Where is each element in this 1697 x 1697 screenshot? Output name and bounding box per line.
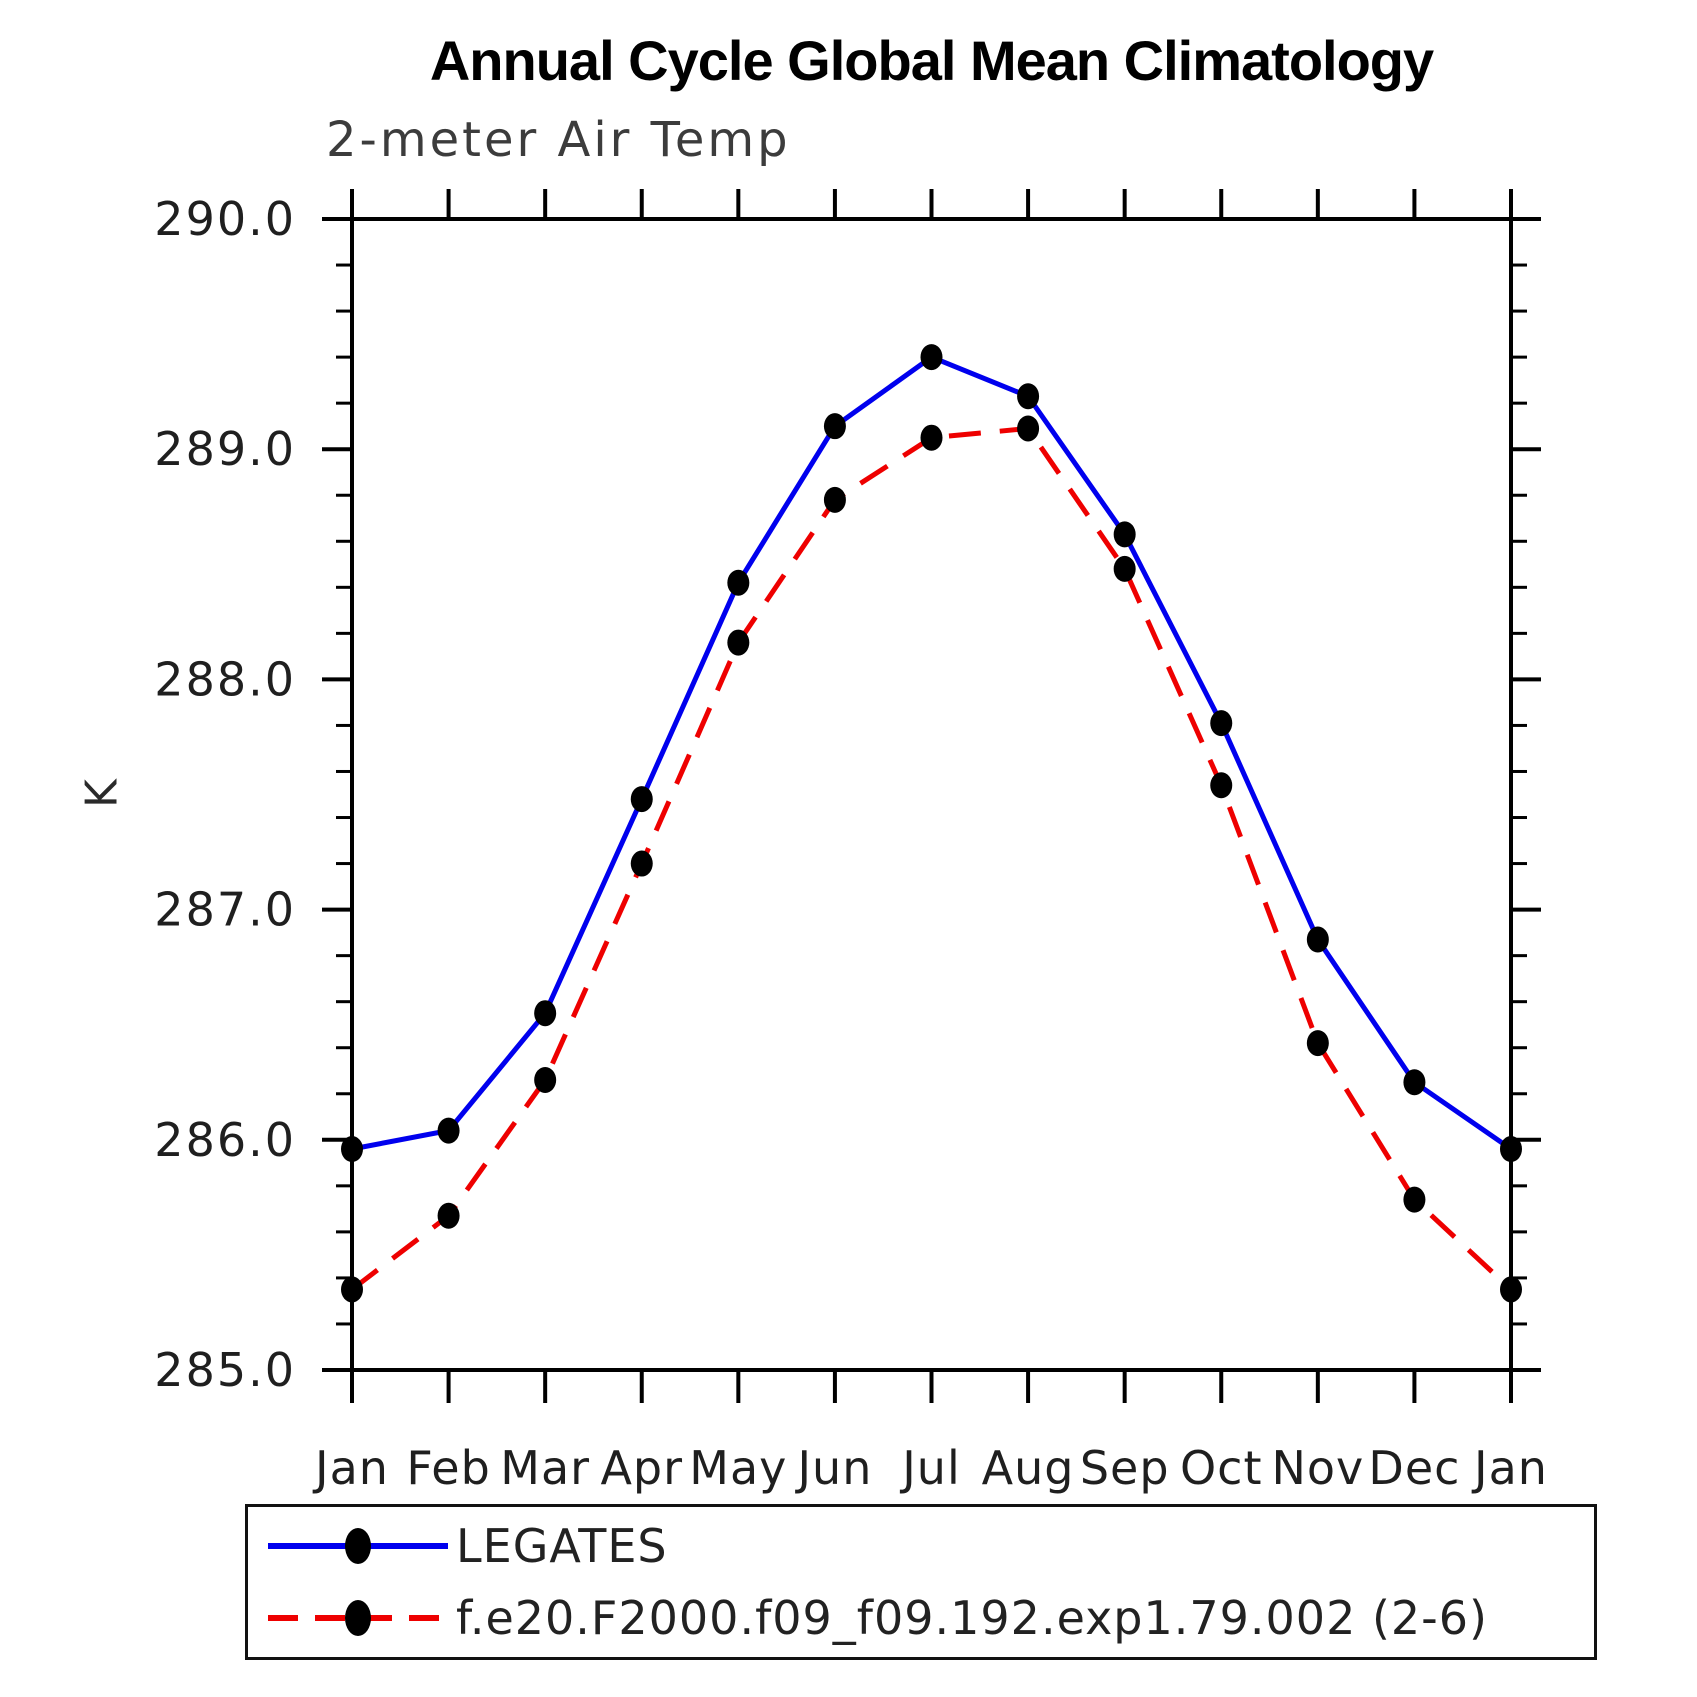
data-point	[630, 786, 653, 813]
x-axis-tick-labels: Jan Feb Mar Apr May Jun Jul Aug Sep Oct Nov Dec Jan	[312, 1441, 1548, 1495]
data-point	[437, 1202, 460, 1229]
svg-text:Apr: Apr	[600, 1441, 683, 1495]
chart-title: Annual Cycle Global Mean Climatology	[429, 29, 1434, 92]
series-line-0	[351, 354, 1513, 1152]
chart-subtitle: 2-meter Air Temp	[326, 112, 791, 168]
data-point	[1403, 1069, 1426, 1096]
svg-text:Feb: Feb	[406, 1441, 490, 1495]
data-point	[1306, 1030, 1329, 1057]
data-point	[534, 1066, 557, 1093]
svg-text:289.0: 289.0	[154, 422, 296, 476]
data-point	[341, 1136, 363, 1163]
legend-label-model: f.e20.F2000.f09_f09.192.exp1.79.002 (2-6…	[456, 1590, 1488, 1645]
data-point	[1403, 1186, 1426, 1213]
data-point	[1113, 521, 1136, 548]
legend-item-model: f.e20.F2000.f09_f09.192.exp1.79.002 (2-6…	[266, 1586, 1594, 1650]
svg-text:Mar: Mar	[500, 1441, 590, 1495]
legend: LEGATES f.e20.F2000.f09_f09.192.exp1.79.…	[245, 1504, 1597, 1660]
data-point	[1017, 383, 1040, 410]
legend-label-legates: LEGATES	[456, 1519, 668, 1574]
data-point	[630, 850, 653, 877]
y-axis-tick-labels: 285.0 286.0 287.0 288.0 289.0 290.0	[154, 192, 296, 1397]
data-point	[920, 344, 943, 371]
data-point	[920, 424, 943, 451]
svg-text:Jun: Jun	[794, 1441, 872, 1495]
svg-text:290.0: 290.0	[154, 192, 296, 246]
legend-item-legates: LEGATES	[266, 1514, 1594, 1578]
svg-text:286.0: 286.0	[154, 1113, 296, 1167]
svg-text:May: May	[689, 1441, 787, 1495]
series-markers	[341, 344, 1522, 1303]
svg-text:Sep: Sep	[1080, 1441, 1170, 1495]
data-point	[823, 486, 846, 513]
svg-text:Aug: Aug	[982, 1441, 1075, 1495]
legend-swatch-solid-line	[268, 1528, 448, 1565]
data-point	[1210, 710, 1233, 737]
data-point	[727, 629, 750, 656]
series-lines	[350, 354, 1513, 1292]
svg-text:Jul: Jul	[899, 1441, 961, 1495]
svg-text:Dec: Dec	[1368, 1441, 1460, 1495]
data-point	[1113, 555, 1136, 582]
data-point	[1500, 1276, 1522, 1303]
data-point	[1210, 772, 1233, 799]
svg-text:Jan: Jan	[1471, 1441, 1548, 1495]
svg-text:Jan: Jan	[312, 1441, 389, 1495]
data-point	[1500, 1136, 1522, 1163]
data-point	[341, 1276, 363, 1303]
axis-ticks	[322, 189, 1541, 1403]
data-point	[437, 1117, 460, 1144]
svg-text:288.0: 288.0	[154, 652, 296, 706]
data-point	[534, 1000, 557, 1027]
data-point	[727, 569, 750, 596]
series-line-1	[350, 425, 1513, 1292]
svg-text:Oct: Oct	[1180, 1441, 1263, 1495]
data-point	[1017, 415, 1040, 442]
svg-text:285.0: 285.0	[154, 1343, 296, 1397]
data-point	[1306, 926, 1329, 953]
svg-text:Nov: Nov	[1271, 1441, 1364, 1495]
plot-frame	[350, 217, 1513, 1372]
data-point	[823, 413, 846, 440]
svg-text:287.0: 287.0	[154, 883, 296, 937]
legend-swatch-dashed-line	[268, 1599, 448, 1636]
